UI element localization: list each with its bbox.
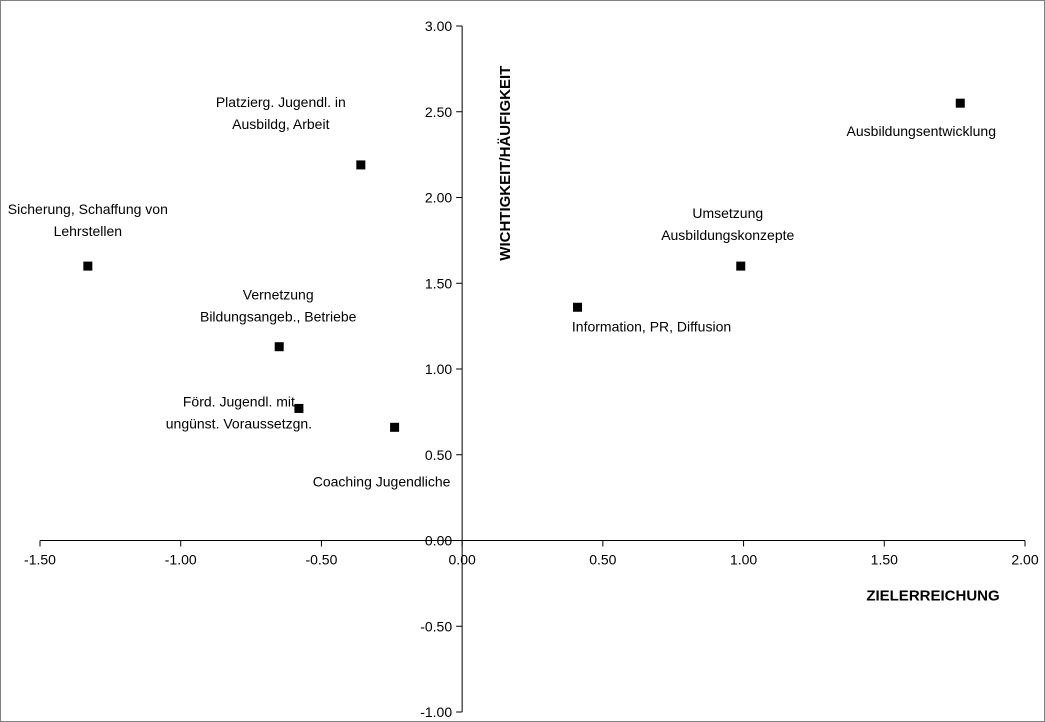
data-point-label: Vernetzung bbox=[243, 287, 314, 303]
y-tick-label: -0.50 bbox=[420, 618, 452, 634]
data-point-label: Lehrstellen bbox=[54, 223, 123, 239]
data-point-marker bbox=[390, 422, 400, 432]
data-point-label: Ausbildungskonzepte bbox=[661, 227, 794, 243]
x-tick-label: -0.50 bbox=[305, 552, 337, 568]
data-point-marker bbox=[736, 261, 746, 271]
y-tick-label: 2.50 bbox=[425, 104, 452, 120]
data-point-label: Platzierg. Jugendl. in bbox=[216, 94, 346, 110]
y-tick-label: 1.00 bbox=[425, 361, 452, 377]
data-point-marker bbox=[294, 403, 304, 413]
data-point-marker bbox=[83, 261, 93, 271]
x-tick-label: 0.00 bbox=[449, 552, 476, 568]
y-tick-label: 2.00 bbox=[425, 190, 452, 206]
data-point-label: ungünst. Voraussetzgn. bbox=[166, 415, 312, 431]
x-tick-label: -1.50 bbox=[24, 552, 56, 568]
axes: -1.50 -1.00 -0.50 0.00 0.50 1.00 1.50 2.00 -1.00… bbox=[24, 18, 1039, 720]
data-point-label: Ausbildg, Arbeit bbox=[232, 116, 329, 132]
data-points: Platzierg. Jugendl. in Ausbildg, Arbeit Si… bbox=[8, 94, 996, 489]
y-axis-title: WICHTIGKEIT/HÄUFIGKEIT bbox=[497, 66, 514, 261]
data-point-marker bbox=[955, 98, 965, 108]
x-tick-label: 2.00 bbox=[1011, 552, 1038, 568]
data-point-label: Förd. Jugendl. mit bbox=[183, 393, 295, 409]
data-point-marker bbox=[573, 302, 583, 312]
x-tick-label: 1.50 bbox=[871, 552, 898, 568]
x-axis-title: ZIELERREICHUNG bbox=[866, 588, 999, 605]
data-point-label: Sicherung, Schaffung von bbox=[8, 201, 168, 217]
y-tick-label: 3.00 bbox=[425, 18, 452, 34]
y-tick-label: -1.00 bbox=[420, 704, 452, 720]
y-tick-label: 0.00 bbox=[425, 533, 452, 549]
x-tick-label: -1.00 bbox=[165, 552, 197, 568]
data-point-label: Coaching Jugendliche bbox=[313, 473, 451, 489]
data-point-label: Bildungsangeb., Betriebe bbox=[200, 309, 357, 325]
x-tick-label: 1.00 bbox=[730, 552, 757, 568]
data-point-label: Umsetzung bbox=[692, 205, 763, 221]
data-point-marker bbox=[274, 342, 284, 352]
y-tick-label: 1.50 bbox=[425, 275, 452, 291]
y-tick-label: 0.50 bbox=[425, 447, 452, 463]
data-point-marker bbox=[356, 160, 366, 170]
data-point-label: Information, PR, Diffusion bbox=[572, 318, 731, 334]
data-point-label: Ausbildungsentwicklung bbox=[847, 123, 996, 139]
x-tick-label: 0.50 bbox=[589, 552, 616, 568]
